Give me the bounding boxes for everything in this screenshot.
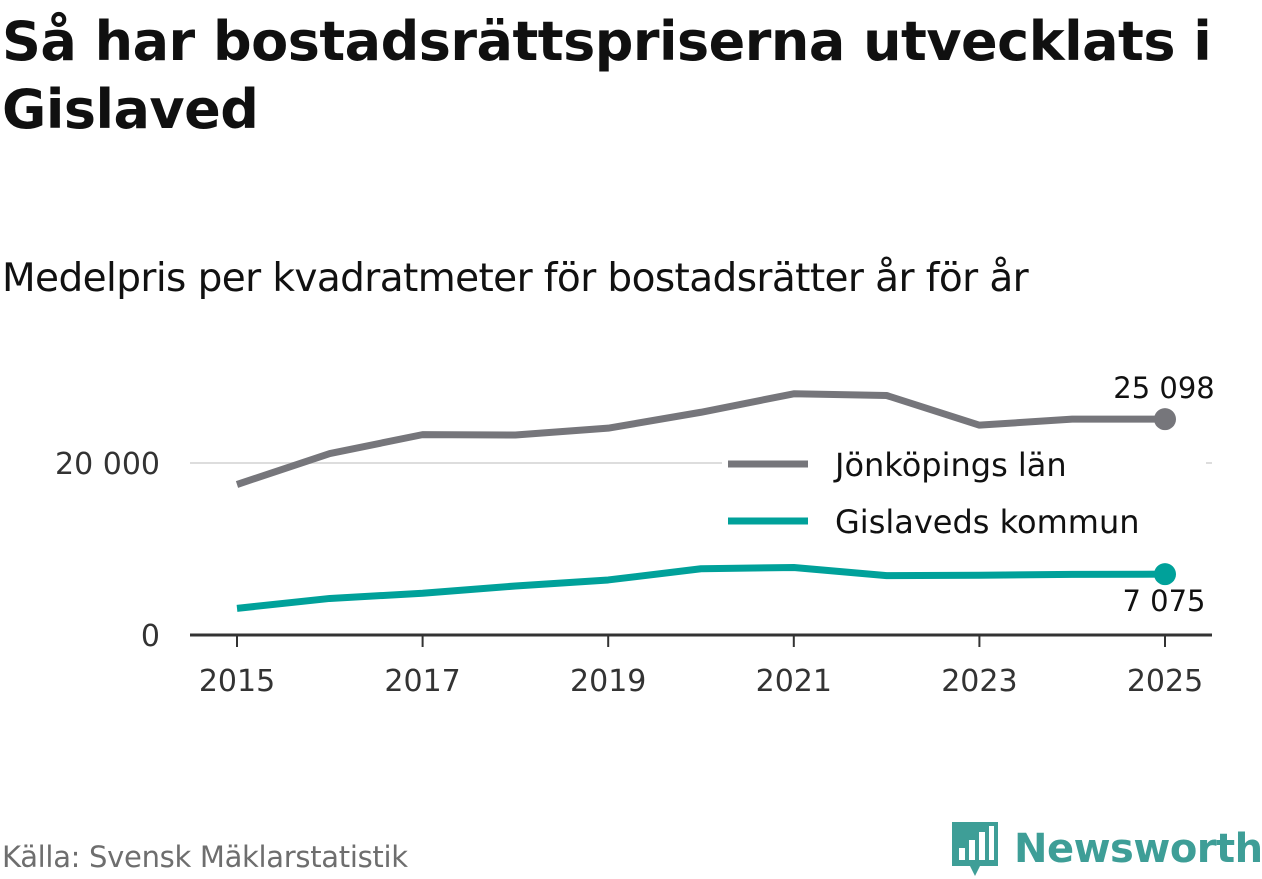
chart-title: Så har bostadsrättspriserna utvecklats i… [2, 10, 1212, 141]
axis-layer: 0 20 000 2015 2017 2019 2021 2023 2025 [55, 447, 1212, 699]
y-tick-label: 20 000 [55, 447, 160, 482]
x-tick-label: 2019 [570, 664, 646, 699]
line-chart: 0 20 000 2015 2017 2019 2021 2023 2025 25 098 7 … [55, 371, 1215, 699]
source-note: Källa: Svensk Mäklarstatistik [2, 840, 408, 874]
legend-label: Jönköpings län [833, 446, 1067, 484]
series-layer [235, 390, 1176, 612]
series-line [236, 563, 1166, 612]
data-label: 25 098 [1113, 371, 1214, 405]
legend: Jönköpings län Gislaveds kommun [722, 446, 1206, 541]
x-tick-label: 2015 [199, 664, 275, 699]
x-tick-label: 2017 [384, 664, 460, 699]
series-end-marker [1154, 563, 1176, 586]
newsworthy-bar-chart-icon [952, 822, 998, 876]
series-end-marker [1154, 408, 1176, 431]
x-tick-label: 2025 [1127, 664, 1203, 699]
legend-label: Gislaveds kommun [835, 503, 1140, 541]
x-tick-label: 2021 [756, 664, 832, 699]
x-tick-label: 2023 [941, 664, 1017, 699]
brand-logo[interactable]: Newsworthy [950, 820, 1262, 878]
label-layer: 25 098 7 075 [1113, 371, 1214, 618]
data-label: 7 075 [1122, 584, 1205, 618]
chart-subtitle: Medelpris per kvadratmeter för bostadsrä… [2, 256, 1029, 301]
y-tick-label: 0 [141, 619, 160, 654]
series-line [235, 390, 1166, 488]
brand-name: Newsworthy [1014, 826, 1262, 872]
